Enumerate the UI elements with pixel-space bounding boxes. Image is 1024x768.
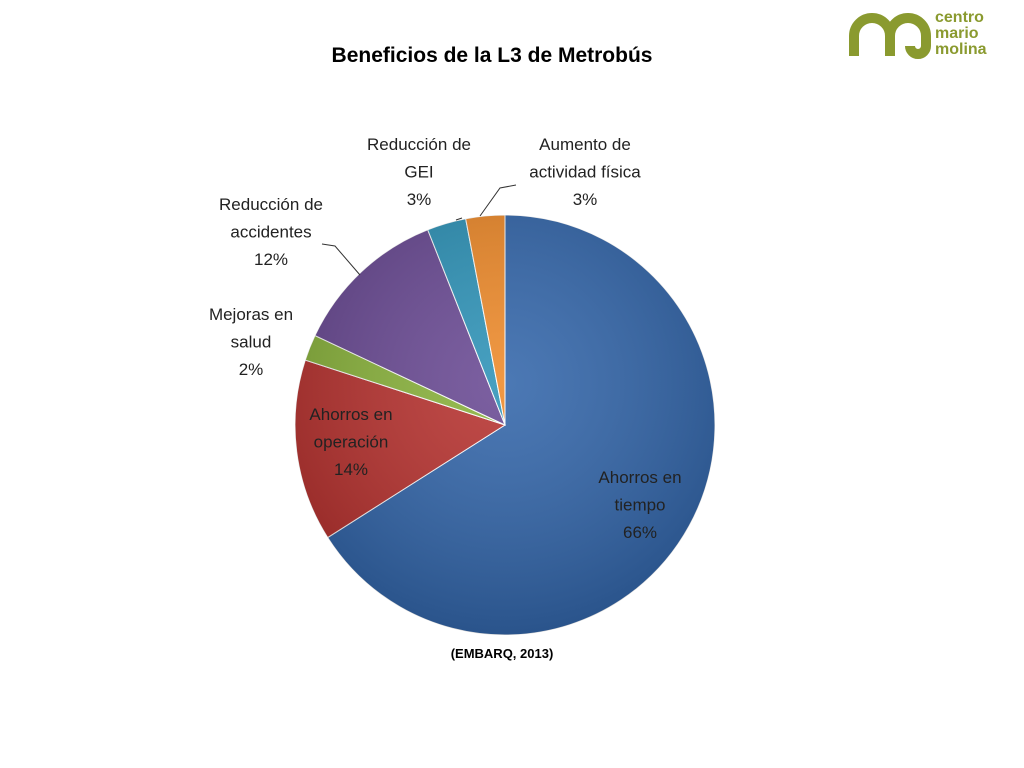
- slice-percent: 12%: [254, 250, 288, 269]
- pie-slices: [294, 214, 716, 636]
- slice-label-line: salud: [231, 333, 272, 352]
- slice-label-line: accidentes: [230, 223, 311, 242]
- leader-line-5: [455, 217, 463, 221]
- slice-percent: 66%: [623, 523, 657, 542]
- slice-label-line: Reducción de: [367, 135, 471, 154]
- slice-percent: 3%: [573, 190, 598, 209]
- slice-label-line: Mejoras en: [209, 305, 293, 324]
- slice-label-line: operación: [314, 433, 389, 452]
- slice-label-4: Reducción de accidentes 12%: [219, 195, 323, 269]
- chart-title: Beneficios de la L3 de Metrobús: [331, 44, 653, 67]
- slice-labels: Ahorros en tiempo 66% Ahorros en operación 14…: [209, 135, 682, 542]
- logo-line-2: mario: [935, 25, 979, 42]
- slice-label-line: actividad física: [529, 163, 641, 182]
- centro-mario-molina-logo-icon: [849, 13, 931, 59]
- slice-label-line: Ahorros en: [598, 468, 681, 487]
- leader-line-4: [321, 243, 361, 276]
- slice-label-line: Ahorros en: [309, 405, 392, 424]
- leader-line-6: [479, 184, 517, 217]
- source-note: (EMBARQ, 2013): [450, 646, 554, 661]
- slice-label-5: Reducción de GEI 3%: [367, 135, 471, 209]
- leader-lines: [321, 184, 517, 276]
- slice-percent: 14%: [334, 460, 368, 479]
- slice-label-line: GEI: [404, 163, 433, 182]
- slice-label-line: Aumento de: [539, 135, 631, 154]
- logo-line-3: molina: [935, 41, 987, 58]
- slice-label-1: Ahorros en tiempo 66%: [598, 468, 681, 542]
- slice-label-2: Ahorros en operación 14%: [309, 405, 392, 479]
- slice-label-line: Reducción de: [219, 195, 323, 214]
- slice-label-3: Mejoras en salud 2%: [209, 305, 293, 379]
- slice-percent: 2%: [239, 360, 264, 379]
- slice-percent: 3%: [407, 190, 432, 209]
- logo-line-1: centro: [935, 9, 984, 26]
- slice-label-6: Aumento de actividad física 3%: [529, 135, 641, 209]
- logo-text: centro mario molina: [935, 10, 987, 58]
- slice-label-line: tiempo: [614, 496, 665, 515]
